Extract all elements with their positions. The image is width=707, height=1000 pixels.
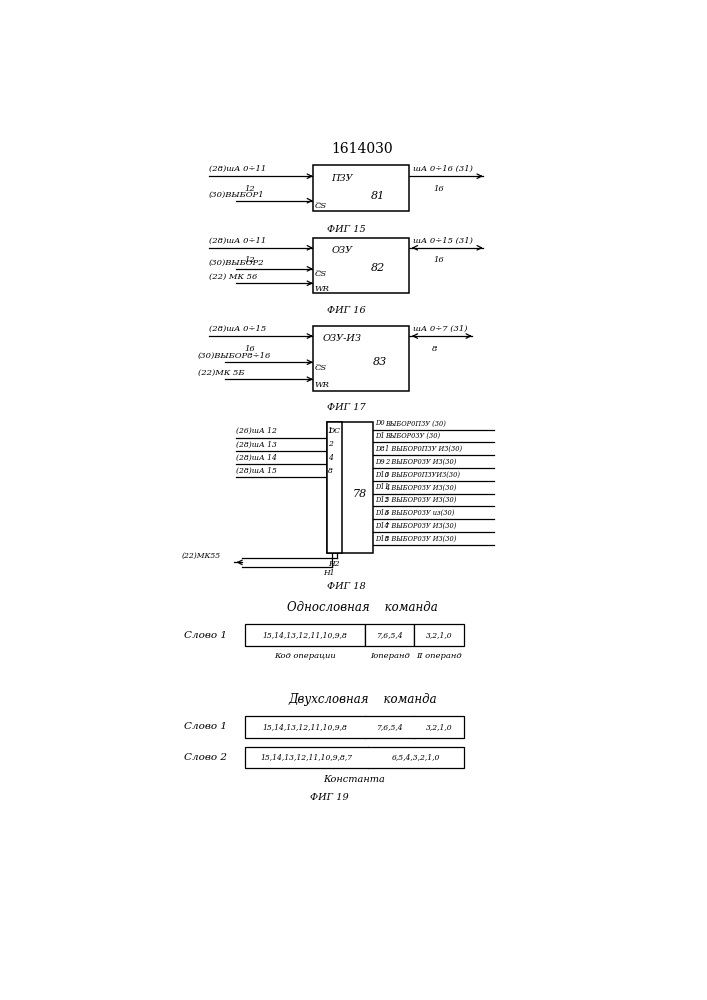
Text: Слово 2: Слово 2	[185, 753, 227, 762]
Text: 15,14,13,12,11,10,9,8: 15,14,13,12,11,10,9,8	[262, 631, 347, 639]
Bar	[414, 624, 464, 646]
Text: (22) МК 56: (22) МК 56	[209, 273, 257, 281]
Text: WR: WR	[315, 285, 329, 293]
Text: 7,6,5,4: 7,6,5,4	[376, 631, 403, 639]
Text: шА 0÷7 (31): шА 0÷7 (31)	[414, 325, 468, 333]
Text: ФИГ 18: ФИГ 18	[327, 582, 366, 591]
Text: (28)шА 0÷11: (28)шА 0÷11	[209, 165, 266, 173]
Text: D14: D14	[375, 522, 389, 530]
Text: ФИГ 16: ФИГ 16	[327, 306, 366, 315]
Text: 83: 83	[373, 357, 387, 367]
Text: Слово 1: Слово 1	[185, 722, 227, 731]
Text: II операнд: II операнд	[416, 652, 462, 660]
Bar	[313, 165, 409, 211]
Text: ОЗУ: ОЗУ	[331, 246, 352, 255]
Text: 16: 16	[433, 185, 444, 193]
Text: (30)ВЫБОР2: (30)ВЫБОР2	[209, 259, 264, 267]
Text: 6 ВЫБОР0ЗУ из(30): 6 ВЫБОР0ЗУ из(30)	[385, 509, 455, 517]
Text: 5 ВЫБОР0ЗУ ИЗ(30): 5 ВЫБОР0ЗУ ИЗ(30)	[385, 496, 457, 504]
Text: шА 0÷16 (31): шА 0÷16 (31)	[414, 165, 473, 173]
Text: Слово 1: Слово 1	[185, 631, 227, 640]
Bar	[245, 624, 365, 646]
Text: (26)шА 12: (26)шА 12	[236, 427, 277, 435]
Text: 78: 78	[352, 489, 366, 499]
Text: ПЗУ: ПЗУ	[331, 174, 353, 183]
Text: 12: 12	[245, 256, 255, 264]
Text: ВЫБОР0ЗУ (30): ВЫБОР0ЗУ (30)	[385, 432, 440, 440]
Text: 8: 8	[328, 467, 333, 475]
Text: D10: D10	[375, 471, 389, 479]
Text: Iоперанд: Iоперанд	[370, 652, 409, 660]
Text: D9: D9	[375, 458, 385, 466]
Text: (28)шА 14: (28)шА 14	[236, 454, 277, 462]
Text: 7,6,5,4: 7,6,5,4	[376, 723, 403, 731]
Text: D1: D1	[375, 432, 385, 440]
Text: D15: D15	[375, 535, 389, 543]
Text: 3,2,1,0: 3,2,1,0	[426, 631, 452, 639]
Text: Код операции: Код операции	[274, 652, 336, 660]
Text: 15,14,13,12,11,10,9,8,7: 15,14,13,12,11,10,9,8,7	[260, 754, 352, 762]
Text: Н1: Н1	[324, 569, 335, 577]
Bar	[365, 624, 414, 646]
Text: Двухсловная    команда: Двухсловная команда	[288, 693, 437, 706]
Text: (28)шА 13: (28)шА 13	[236, 440, 277, 448]
Bar	[313, 238, 409, 293]
Text: 8: 8	[432, 345, 438, 353]
Text: ФИГ 19: ФИГ 19	[310, 793, 349, 802]
Text: 1614030: 1614030	[332, 142, 393, 156]
Text: D11: D11	[375, 483, 389, 491]
Bar	[245, 747, 464, 768]
Text: шА 0÷15 (31): шА 0÷15 (31)	[414, 237, 473, 245]
Text: ФИГ 17: ФИГ 17	[327, 403, 366, 412]
Text: (30)ВЫБОР8÷16: (30)ВЫБОР8÷16	[198, 352, 271, 360]
Text: 3,2,1,0: 3,2,1,0	[426, 723, 452, 731]
Text: 15,14,13,12,11,10,9,8: 15,14,13,12,11,10,9,8	[262, 723, 347, 731]
Text: ФИГ 15: ФИГ 15	[327, 225, 366, 234]
Text: D8: D8	[375, 445, 385, 453]
Text: 2 ВЫБОР0ЗУ ИЗ(30): 2 ВЫБОР0ЗУ ИЗ(30)	[385, 458, 457, 466]
Text: 1: 1	[328, 427, 333, 435]
Text: 3 ВЫБОР0ПЗУИЗ(30): 3 ВЫБОР0ПЗУИЗ(30)	[385, 471, 460, 479]
Text: 81: 81	[371, 191, 385, 201]
Text: 6,5,4,3,2,1,0: 6,5,4,3,2,1,0	[392, 754, 440, 762]
Text: (28)шА 0÷11: (28)шА 0÷11	[209, 237, 266, 245]
Text: (28)шА 0÷15: (28)шА 0÷15	[209, 325, 266, 333]
Text: WR: WR	[315, 381, 329, 389]
Text: (22)МК55: (22)МК55	[182, 552, 221, 560]
Text: 8 ВЫБОР0ЗУ ИЗ(30): 8 ВЫБОР0ЗУ ИЗ(30)	[385, 535, 457, 543]
Bar	[245, 716, 464, 738]
Text: 1 ВЫБОР0ПЗУ ИЗ(30): 1 ВЫБОР0ПЗУ ИЗ(30)	[385, 445, 462, 453]
Text: 4 ВЫБОР0ЗУ ИЗ(30): 4 ВЫБОР0ЗУ ИЗ(30)	[385, 483, 457, 491]
Text: 82: 82	[371, 263, 385, 273]
Bar	[327, 422, 373, 553]
Text: D13: D13	[375, 509, 389, 517]
Text: С̅S: С̅S	[315, 270, 327, 278]
Text: Н2: Н2	[328, 560, 339, 568]
Text: (30)ВЫБОР1: (30)ВЫБОР1	[209, 190, 264, 198]
Text: DC: DC	[328, 427, 340, 435]
Text: С̅S: С̅S	[315, 202, 327, 210]
Text: (22)МК 5Б: (22)МК 5Б	[198, 369, 245, 377]
Bar	[327, 422, 342, 553]
Text: 7 ВЫБОР0ЗУ ИЗ(30): 7 ВЫБОР0ЗУ ИЗ(30)	[385, 522, 457, 530]
Text: Константа: Константа	[323, 774, 385, 784]
Text: ОЗУ-ИЗ: ОЗУ-ИЗ	[322, 334, 361, 343]
Text: 16: 16	[245, 345, 255, 353]
Text: ВЫБОР0ПЗУ (30): ВЫБОР0ПЗУ (30)	[385, 419, 446, 427]
Text: Однословная    команда: Однословная команда	[287, 601, 438, 614]
Text: 4: 4	[328, 454, 333, 462]
Text: D12: D12	[375, 496, 389, 504]
Text: 12: 12	[245, 185, 255, 193]
Text: 16: 16	[433, 256, 444, 264]
Text: D0: D0	[375, 419, 385, 427]
Bar	[313, 326, 409, 391]
Text: 2: 2	[328, 440, 333, 448]
Text: С̅S: С̅S	[315, 364, 327, 372]
Text: (28)шА 15: (28)шА 15	[236, 467, 277, 475]
